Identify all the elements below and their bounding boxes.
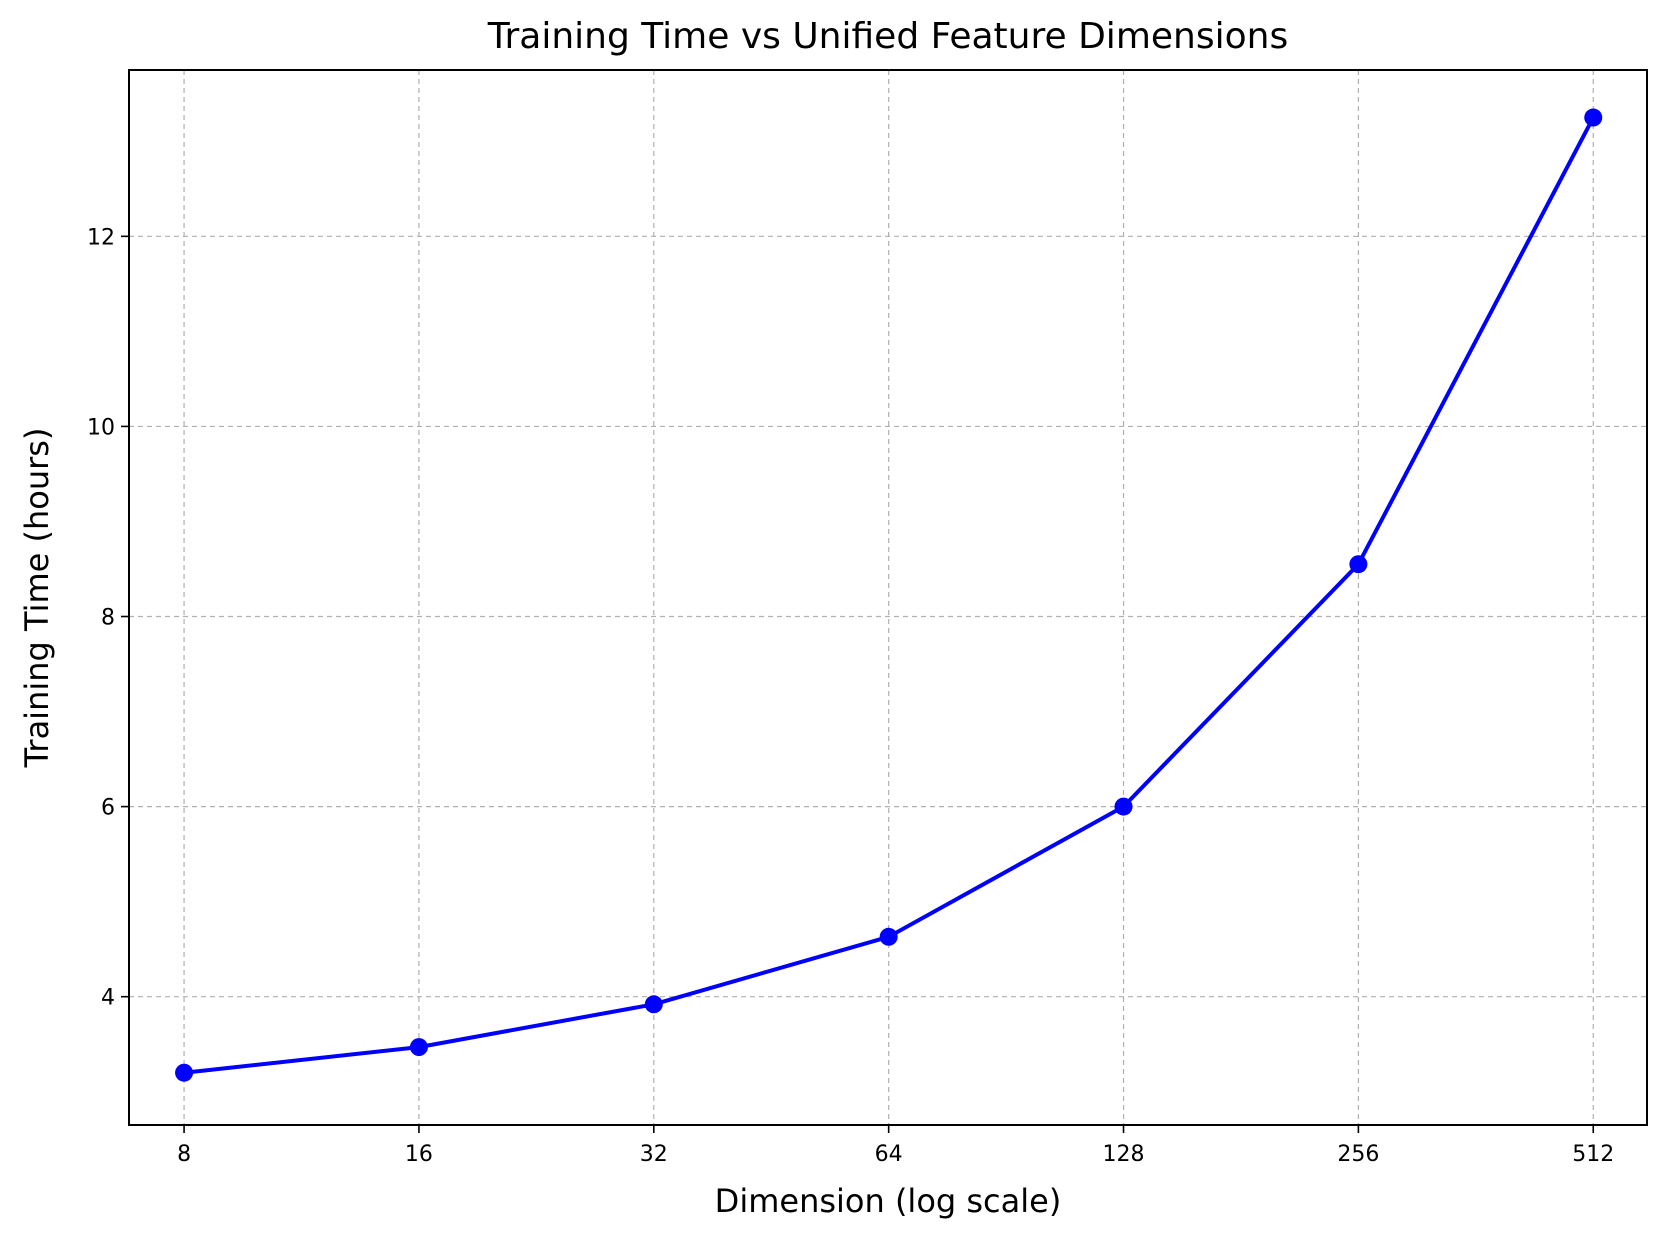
data-point [644, 995, 663, 1014]
data-point [175, 1063, 194, 1082]
x-tick-label: 16 [405, 1142, 433, 1167]
y-axis: 4 6 8 10 12 [87, 225, 129, 1011]
plot-area-frame [128, 69, 1648, 1126]
x-tick-label: 64 [875, 1142, 903, 1167]
x-tick-label: 512 [1572, 1142, 1614, 1167]
grid [129, 70, 1647, 1125]
x-tick-label: 128 [1103, 1142, 1145, 1167]
chart-title: Training Time vs Unified Feature Dimensi… [487, 16, 1288, 57]
x-tick-label: 32 [640, 1142, 668, 1167]
x-axis: 8 16 32 64 128 256 512 [177, 1125, 1614, 1167]
x-tick-label: 8 [177, 1142, 191, 1167]
data-point [1114, 797, 1133, 816]
y-axis-label: Training Time (hours) [18, 428, 56, 769]
y-tick-label: 10 [87, 415, 115, 440]
series-layer [175, 108, 1603, 1082]
y-tick-label: 8 [101, 606, 115, 631]
data-point [1584, 108, 1603, 127]
x-axis-label: Dimension (log scale) [715, 1182, 1062, 1220]
data-point [1349, 555, 1368, 574]
data-point [409, 1038, 428, 1057]
y-tick-label: 4 [101, 986, 115, 1011]
x-tick-label: 256 [1337, 1142, 1379, 1167]
y-tick-label: 12 [87, 225, 115, 250]
y-tick-label: 6 [101, 796, 115, 821]
data-point [879, 927, 898, 946]
